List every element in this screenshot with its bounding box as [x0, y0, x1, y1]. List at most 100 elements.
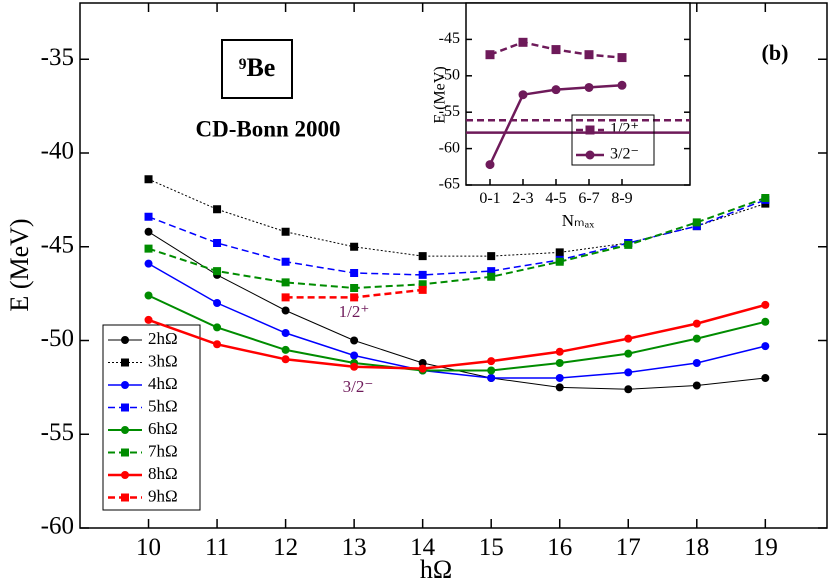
marker: [555, 248, 564, 257]
marker: [518, 90, 528, 100]
marker: [144, 175, 153, 184]
x-tick-label: 0-1: [479, 190, 500, 207]
y-tick-label: -50: [439, 66, 460, 83]
marker: [213, 205, 222, 214]
x-axis-label: Nₘₐₓ: [562, 211, 595, 230]
legend-marker: [121, 426, 129, 434]
marker: [144, 227, 153, 236]
marker: [584, 50, 594, 60]
interaction-label: CD-Bonn 2000: [195, 116, 340, 141]
marker: [555, 257, 564, 266]
series-line: [148, 294, 766, 372]
series-line: [148, 178, 766, 257]
marker: [418, 270, 427, 279]
marker: [213, 340, 222, 349]
x-tick-label: 15: [479, 534, 504, 561]
y-tick-label: -45: [41, 231, 74, 258]
legend-label: 4hΩ: [148, 374, 178, 393]
marker: [418, 280, 427, 289]
marker: [617, 80, 627, 90]
marker: [350, 293, 359, 302]
marker: [418, 285, 427, 294]
marker: [281, 278, 290, 287]
marker: [281, 293, 290, 302]
marker: [624, 368, 633, 377]
legend-label: 6hΩ: [148, 419, 178, 438]
marker: [144, 291, 153, 300]
nucleus-label: ⁹Be: [239, 53, 276, 82]
marker: [761, 300, 770, 309]
marker: [692, 319, 701, 328]
marker: [144, 212, 153, 221]
y-tick-label: -60: [439, 139, 460, 156]
main-frame: [79, 2, 828, 529]
legend-marker: [121, 493, 129, 502]
y-tick-label: -35: [41, 44, 74, 71]
legend-label: 1/2⁺: [610, 121, 639, 138]
x-tick-label: 4-5: [545, 190, 566, 207]
marker: [555, 359, 564, 367]
marker: [555, 383, 564, 392]
legend-label: 8hΩ: [148, 464, 178, 483]
y-tick-label: -55: [41, 419, 74, 446]
marker: [624, 334, 633, 343]
y-tick-label: -45: [439, 30, 460, 47]
marker: [418, 359, 427, 367]
marker: [418, 252, 427, 261]
x-tick-label: 16: [547, 534, 572, 561]
legend-box: [571, 114, 655, 166]
marker: [761, 374, 770, 382]
x-axis-label: hΩ: [420, 555, 452, 584]
marker: [350, 269, 359, 277]
marker: [555, 374, 564, 382]
panel-label: (b): [762, 40, 789, 65]
marker: [350, 351, 359, 360]
legend-label: 3hΩ: [148, 351, 178, 370]
marker: [213, 239, 222, 247]
marker: [617, 53, 627, 63]
state-label: 1/2⁺: [339, 302, 370, 321]
marker: [518, 37, 528, 47]
legend-marker: [585, 125, 595, 135]
marker: [213, 323, 222, 332]
legend-marker: [121, 403, 129, 412]
marker: [281, 257, 290, 266]
marker: [624, 349, 633, 358]
marker: [485, 50, 495, 60]
x-tick-label: 18: [684, 534, 709, 561]
marker: [487, 252, 496, 261]
marker: [555, 347, 564, 356]
legend-marker: [121, 471, 129, 479]
legend-label: 2hΩ: [148, 329, 178, 348]
x-tick-label: 11: [205, 534, 229, 561]
marker: [281, 345, 290, 354]
marker: [692, 218, 701, 227]
marker: [487, 267, 496, 276]
marker: [213, 299, 222, 307]
marker: [144, 244, 153, 253]
marker: [144, 259, 153, 268]
legend-marker: [121, 381, 129, 389]
label-box: [221, 39, 293, 99]
legend-marker: [121, 448, 129, 457]
series-line: [148, 303, 766, 370]
x-tick-label: 19: [753, 534, 778, 561]
y-tick-label: -65: [439, 176, 460, 193]
marker: [624, 385, 633, 394]
y-tick-label: -55: [439, 103, 460, 120]
legend-marker: [121, 336, 129, 344]
series-line: [148, 197, 766, 290]
y-tick-label: -50: [41, 325, 74, 352]
marker: [281, 227, 290, 236]
marker: [213, 267, 222, 276]
marker: [487, 374, 496, 382]
marker: [281, 329, 290, 337]
legend-label: 9hΩ: [148, 486, 178, 505]
x-tick-label: 17: [616, 534, 641, 561]
legend-box: [102, 324, 201, 511]
legend-label: 3/2⁻: [610, 146, 639, 163]
state-label: 3/2⁻: [343, 377, 374, 396]
legend-marker: [121, 358, 129, 367]
x-tick-label: 6-7: [578, 190, 599, 207]
marker: [281, 306, 290, 315]
